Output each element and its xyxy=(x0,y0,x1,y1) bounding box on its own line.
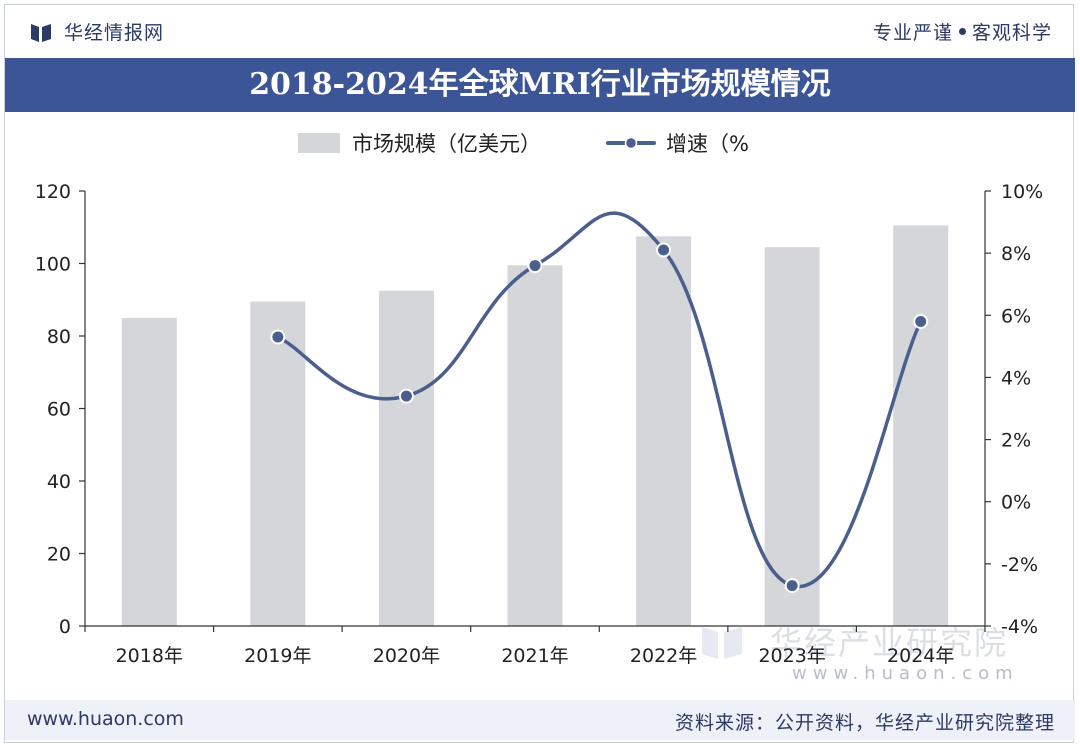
chart-title: 2018-2024年全球MRI行业市场规模情况 xyxy=(5,58,1075,112)
legend-item-market-size[interactable]: 市场规模（亿美元） xyxy=(298,128,541,158)
chart-svg: 0 20 40 60 80 100 120 -4% -2% 0% 2% 4% 6% 8% 10% 2018年 2… xyxy=(35,181,1044,667)
watermark-logo-icon xyxy=(702,627,742,659)
bar-2023年 xyxy=(764,247,820,626)
bar-2020年 xyxy=(378,290,434,626)
legend-bar-swatch-icon xyxy=(298,133,340,153)
header-bar: 华经情报网 专业严谨 客观科学 xyxy=(0,0,1080,56)
right-tick-label: 6% xyxy=(1001,305,1031,327)
bar-2022年 xyxy=(636,236,692,626)
left-tick-label: 0 xyxy=(59,616,71,638)
brand-name: 华经情报网 xyxy=(64,22,165,44)
slogan: 专业严谨 客观科学 xyxy=(873,18,1052,45)
brand-logo[interactable]: 华经情报网 xyxy=(30,18,164,45)
left-tick-label: 80 xyxy=(47,326,71,348)
legend-line-swatch-icon xyxy=(606,136,656,150)
x-tick-label: 2018年 xyxy=(116,645,183,667)
right-tick-label: -2% xyxy=(1001,554,1038,576)
right-tick-label: 4% xyxy=(1001,367,1031,389)
watermark-logo: 华经产业研究院 xyxy=(700,618,1008,664)
x-tick-label: 2019年 xyxy=(244,645,311,667)
growth-point-2022年 xyxy=(656,242,672,258)
right-tick-label: -4% xyxy=(1001,616,1038,638)
brand-logo-icon xyxy=(31,23,51,42)
legend-item-growth-rate[interactable]: 增速（% xyxy=(606,128,749,158)
right-tick-label: 2% xyxy=(1001,430,1031,452)
growth-point-2021年 xyxy=(527,258,543,274)
right-tick-label: 10% xyxy=(1001,181,1043,203)
left-tick-label: 60 xyxy=(47,399,71,421)
growth-rate-line xyxy=(276,211,923,589)
growth-point-2019年 xyxy=(270,329,286,345)
right-tick-label: 0% xyxy=(1001,492,1031,514)
x-tick-label: 2021年 xyxy=(501,645,568,667)
footer-bar: www.huaon.com 资料来源：公开资料，华经产业研究院整理 xyxy=(5,700,1075,740)
growth-point-2023年 xyxy=(784,578,800,594)
bar-2019年 xyxy=(250,301,306,626)
bar-2021年 xyxy=(507,265,563,626)
x-tick-label: 2023年 xyxy=(758,645,825,667)
left-tick-label: 40 xyxy=(47,471,71,493)
x-tick-label: 2020年 xyxy=(373,645,440,667)
slogan-right: 客观科学 xyxy=(971,22,1052,44)
legend-label-growth-rate: 增速（% xyxy=(666,132,749,156)
growth-point-2024年 xyxy=(913,314,929,329)
left-tick-label: 20 xyxy=(47,544,71,566)
footer-website-link[interactable]: www.huaon.com xyxy=(27,708,184,730)
x-tick-label: 2024年 xyxy=(887,645,954,667)
growth-point-2020年 xyxy=(398,388,414,404)
legend: 市场规模（亿美元） 增速（% xyxy=(0,128,1080,164)
left-tick-label: 100 xyxy=(35,254,71,276)
bullet-dot-icon xyxy=(958,28,966,35)
legend-label-market-size: 市场规模（亿美元） xyxy=(352,132,541,156)
right-tick-label: 8% xyxy=(1001,243,1031,265)
watermark-name: 华经产业研究院 xyxy=(770,624,1009,662)
left-tick-label: 120 xyxy=(35,181,71,203)
x-tick-label: 2022年 xyxy=(630,645,697,667)
bar-2024年 xyxy=(893,225,949,626)
bar-2018年 xyxy=(121,317,177,626)
slogan-left: 专业严谨 xyxy=(872,22,953,44)
footer-source: 资料来源：公开资料，华经产业研究院整理 xyxy=(674,712,1055,734)
watermark-url: www.huaon.com xyxy=(792,663,1019,684)
